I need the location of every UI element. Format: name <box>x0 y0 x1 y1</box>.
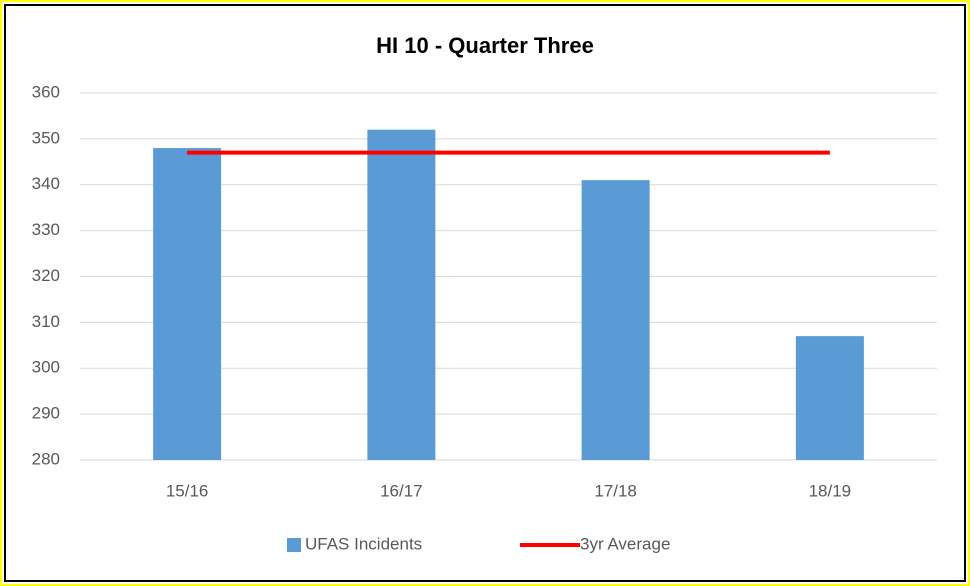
x-tick-label: 16/17 <box>380 481 423 500</box>
bar <box>367 129 436 460</box>
chart-title: HI 10 - Quarter Three <box>376 33 594 58</box>
y-tick-label: 310 <box>32 312 60 331</box>
bar <box>581 180 650 460</box>
y-tick-label: 290 <box>32 404 60 423</box>
y-tick-label: 350 <box>32 128 60 147</box>
y-tick-label: 330 <box>32 220 60 239</box>
legend-label: 3yr Average <box>580 534 670 553</box>
y-tick-label: 300 <box>32 358 60 377</box>
y-tick-label: 320 <box>32 266 60 285</box>
x-tick-label: 15/16 <box>166 481 209 500</box>
x-tick-label: 18/19 <box>809 481 852 500</box>
bar <box>153 148 222 461</box>
y-tick-label: 280 <box>32 449 60 468</box>
legend-swatch <box>287 538 301 552</box>
y-tick-label: 340 <box>32 174 60 193</box>
legend-label: UFAS Incidents <box>305 534 422 553</box>
bar <box>795 336 864 460</box>
x-tick-label: 17/18 <box>594 481 637 500</box>
y-tick-label: 360 <box>32 82 60 101</box>
